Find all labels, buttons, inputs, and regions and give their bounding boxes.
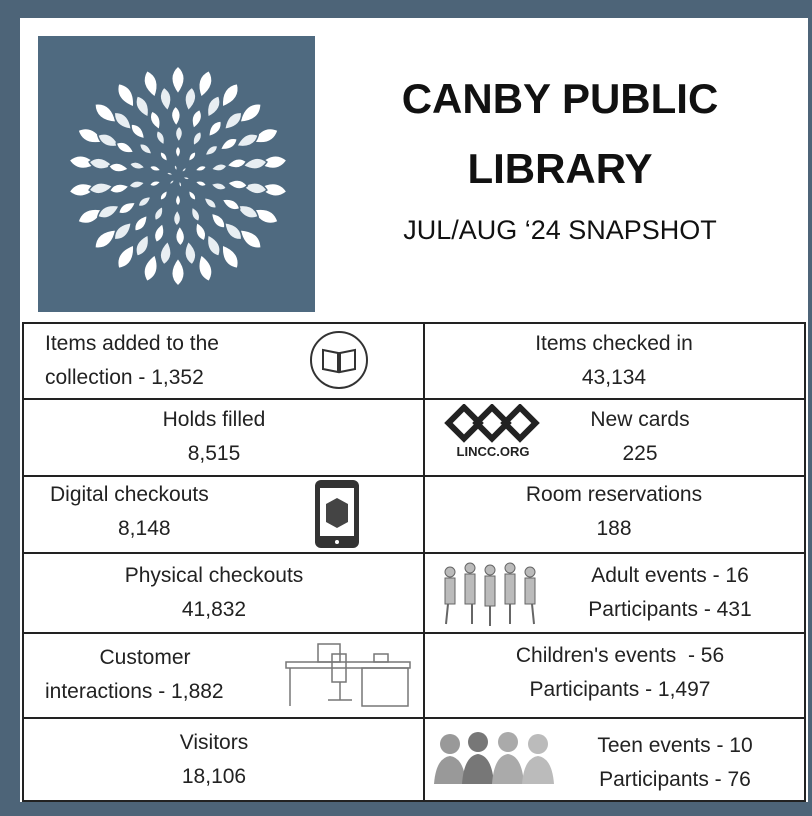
stat-text: Physical checkouts bbox=[24, 559, 404, 593]
stat-text: Room reservations bbox=[424, 478, 804, 512]
stat-text: Participants - 1,497 bbox=[470, 673, 770, 707]
logo-text: LINCC.ORG bbox=[457, 444, 530, 459]
title: CANBY PUBLIC bbox=[350, 75, 770, 123]
petal bbox=[175, 146, 180, 158]
stat-text: 43,134 bbox=[424, 361, 804, 395]
stat-text: interactions - 1,882 bbox=[45, 675, 224, 709]
stat-text: Participants - 431 bbox=[560, 593, 780, 627]
stat-text: 225 bbox=[560, 437, 720, 471]
stat-text: Items added to the bbox=[45, 327, 219, 361]
lincc-logo: LINCC.ORG bbox=[443, 404, 543, 466]
desk-icon bbox=[284, 640, 412, 710]
stat-text: 8,148 bbox=[118, 512, 171, 546]
stat-text: 41,832 bbox=[24, 593, 404, 627]
stat-text: 18,106 bbox=[24, 760, 404, 794]
stat-text: Children's events - 56 bbox=[470, 639, 770, 673]
stat-text: 8,515 bbox=[24, 437, 404, 471]
frame: CANBY PUBLIC LIBRARY JUL/AUG ‘24 SNAPSHO… bbox=[0, 0, 812, 816]
stat-text: Visitors bbox=[24, 726, 404, 760]
stat-text: Teen events - 10 bbox=[570, 729, 780, 763]
stat-text: Items checked in bbox=[424, 327, 804, 361]
stat-text: Digital checkouts bbox=[50, 478, 209, 512]
subtitle: JUL/AUG ‘24 SNAPSHOT bbox=[350, 215, 770, 246]
stat-text: Adult events - 16 bbox=[560, 559, 780, 593]
stat-text: Customer bbox=[40, 641, 250, 675]
stat-text: Participants - 76 bbox=[570, 763, 780, 797]
title: LIBRARY bbox=[350, 145, 770, 193]
book-icon bbox=[305, 330, 373, 390]
teens-icon bbox=[432, 726, 562, 788]
stat-text: 188 bbox=[424, 512, 804, 546]
people-icon bbox=[436, 556, 552, 630]
petal bbox=[175, 194, 180, 206]
tablet-icon bbox=[312, 478, 362, 550]
flower-image bbox=[38, 36, 315, 312]
stat-text: collection - 1,352 bbox=[45, 361, 204, 395]
stat-text: New cards bbox=[560, 403, 720, 437]
stat-text: Holds filled bbox=[24, 403, 404, 437]
